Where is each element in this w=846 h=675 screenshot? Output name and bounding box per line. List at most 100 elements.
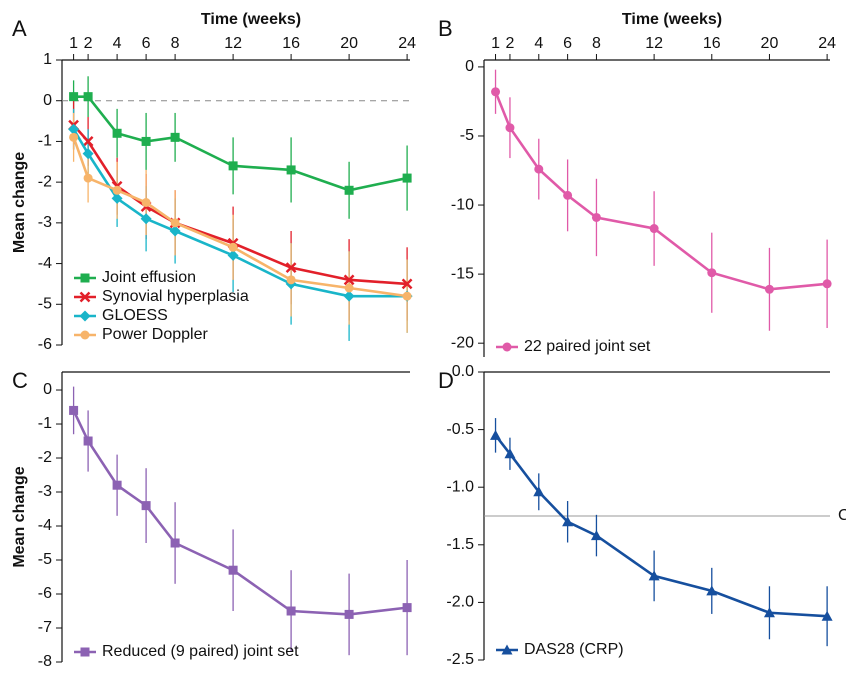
- legend-label: Reduced (9 paired) joint set: [102, 643, 299, 660]
- marker: [169, 225, 181, 237]
- x-tick-label: 12: [224, 35, 242, 52]
- marker: [228, 161, 238, 171]
- marker: [82, 136, 94, 147]
- marker: [112, 128, 122, 138]
- y-tick-label: -7: [38, 619, 52, 636]
- marker: [491, 87, 501, 97]
- x-tick-label: 24: [398, 35, 416, 52]
- x-axis-label: Time (weeks): [201, 11, 301, 28]
- y-tick-label: -4: [38, 517, 52, 534]
- x-tick-label: 8: [592, 35, 601, 52]
- marker: [401, 278, 413, 290]
- panel-letter: B: [438, 16, 453, 41]
- marker: [228, 242, 238, 252]
- marker: [112, 185, 122, 195]
- marker: [170, 132, 180, 142]
- legend-marker: [502, 342, 512, 352]
- marker: [707, 268, 717, 278]
- marker: [69, 132, 79, 142]
- marker: [82, 148, 94, 160]
- y-tick-label: 0: [43, 92, 52, 109]
- reference-label: CMI: [838, 507, 846, 524]
- marker: [69, 92, 79, 102]
- marker: [649, 224, 659, 234]
- series-line: [494, 434, 828, 618]
- y-tick-label: -2: [38, 173, 52, 190]
- y-tick-label: -4: [38, 255, 52, 272]
- marker: [505, 123, 515, 133]
- y-tick-label: -8: [38, 653, 52, 670]
- y-tick-label: -10: [451, 196, 474, 213]
- legend-marker: [79, 310, 91, 322]
- legend-marker: [80, 330, 90, 340]
- marker: [504, 448, 516, 459]
- y-axis-label: Mean change: [11, 466, 28, 567]
- marker: [763, 607, 775, 618]
- marker: [141, 501, 151, 511]
- y-tick-label: -3: [38, 483, 52, 500]
- marker: [648, 570, 660, 581]
- legend-marker: [80, 647, 90, 657]
- marker: [140, 213, 152, 225]
- y-tick-label: -20: [451, 334, 474, 351]
- y-tick-label: -1: [38, 133, 52, 150]
- y-tick-label: -2.0: [446, 594, 474, 611]
- marker: [534, 164, 544, 174]
- x-tick-label: 20: [761, 35, 779, 52]
- marker: [590, 530, 602, 541]
- y-tick-label: -2: [38, 449, 52, 466]
- y-tick-label: -5: [460, 127, 474, 144]
- x-tick-label: 12: [645, 35, 663, 52]
- marker: [68, 123, 80, 135]
- y-tick-label: 0: [465, 58, 474, 75]
- x-tick-label: 4: [113, 35, 122, 52]
- y-tick-label: -1: [38, 415, 52, 432]
- y-tick-label: -0.5: [446, 421, 474, 438]
- y-tick-label: 0.0: [452, 363, 474, 380]
- series-line: [72, 409, 408, 616]
- marker: [69, 405, 79, 415]
- marker: [344, 185, 354, 195]
- y-tick-label: 0: [43, 381, 52, 398]
- marker: [764, 284, 774, 294]
- legend-marker: [80, 273, 90, 283]
- legend-label: GLOESS: [102, 307, 168, 324]
- panel-letter: D: [438, 368, 454, 393]
- x-tick-label: 24: [818, 35, 836, 52]
- y-tick-label: -3: [38, 214, 52, 231]
- y-tick-label: -1.0: [446, 478, 474, 495]
- marker: [112, 480, 122, 490]
- marker: [83, 173, 93, 183]
- marker: [822, 279, 832, 289]
- x-tick-label: 1: [491, 35, 500, 52]
- panel-letter: A: [12, 16, 27, 41]
- marker: [111, 192, 123, 204]
- y-tick-label: -15: [451, 265, 474, 282]
- y-tick-label: 1: [43, 51, 52, 68]
- legend-label: Joint effusion: [102, 269, 196, 286]
- marker: [402, 173, 412, 183]
- marker: [533, 486, 545, 497]
- x-axis-label: Time (weeks): [622, 11, 722, 28]
- marker: [490, 429, 502, 440]
- marker: [286, 165, 296, 175]
- x-tick-label: 4: [534, 35, 543, 52]
- legend-label: DAS28 (CRP): [524, 641, 624, 658]
- y-axis-label: Mean change: [11, 152, 28, 253]
- marker: [141, 198, 151, 207]
- marker: [343, 274, 355, 286]
- marker: [821, 610, 833, 621]
- x-tick-label: 2: [84, 35, 93, 52]
- marker: [563, 190, 573, 200]
- x-tick-label: 16: [703, 35, 721, 52]
- y-tick-label: -6: [38, 585, 52, 602]
- panel-letter: C: [12, 368, 28, 393]
- marker: [286, 275, 296, 285]
- marker: [170, 538, 180, 548]
- y-tick-label: -5: [38, 551, 52, 568]
- series-line: [494, 91, 828, 291]
- y-tick-label: -5: [38, 296, 52, 313]
- x-tick-label: 6: [142, 35, 151, 52]
- x-tick-label: 16: [282, 35, 300, 52]
